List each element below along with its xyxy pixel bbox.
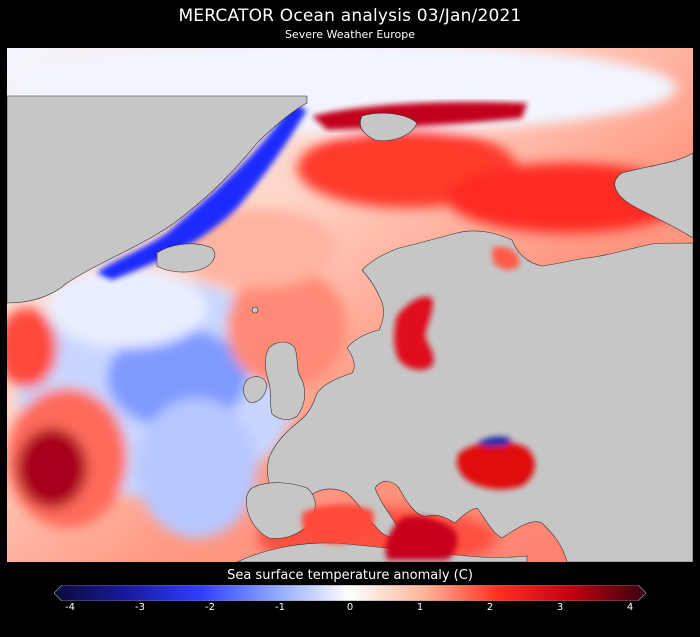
white-sea bbox=[492, 246, 520, 270]
colorbar-tick: -1 bbox=[275, 602, 285, 613]
iceland bbox=[156, 243, 216, 273]
baltic-sea bbox=[394, 296, 434, 370]
map-title: MERCATOR Ocean analysis 03/Jan/2021 bbox=[178, 6, 522, 26]
cold-anomaly-band bbox=[97, 103, 307, 280]
adriatic-aegean bbox=[385, 516, 458, 560]
great-britain bbox=[264, 341, 306, 420]
colorbar-tick: 1 bbox=[416, 602, 424, 613]
inland-seas bbox=[302, 246, 535, 560]
colorbar bbox=[54, 585, 646, 601]
colorbar-tick: -2 bbox=[205, 602, 215, 613]
iberia bbox=[245, 482, 316, 539]
colorbar-tick: 4 bbox=[626, 602, 634, 613]
colorbar-gradient bbox=[54, 585, 646, 601]
ireland bbox=[243, 376, 268, 403]
land bbox=[7, 95, 693, 562]
sst-anomaly-map bbox=[7, 48, 693, 562]
colorbar-tick: -3 bbox=[135, 602, 145, 613]
europe-mainland bbox=[267, 152, 693, 562]
map-subtitle: Severe Weather Europe bbox=[284, 28, 416, 41]
greenland bbox=[7, 95, 308, 304]
colorbar-tick: 2 bbox=[486, 602, 494, 613]
svalbard bbox=[359, 112, 418, 141]
colorbar-title: Sea surface temperature anomaly (C) bbox=[227, 568, 473, 583]
western-mediterranean bbox=[302, 505, 375, 544]
black-sea bbox=[457, 441, 535, 490]
colorbar-tick: -4 bbox=[65, 602, 75, 613]
colorbar-tick: 0 bbox=[346, 602, 354, 613]
colorbar-tick: 3 bbox=[556, 602, 564, 613]
caspian-edge bbox=[477, 436, 512, 447]
